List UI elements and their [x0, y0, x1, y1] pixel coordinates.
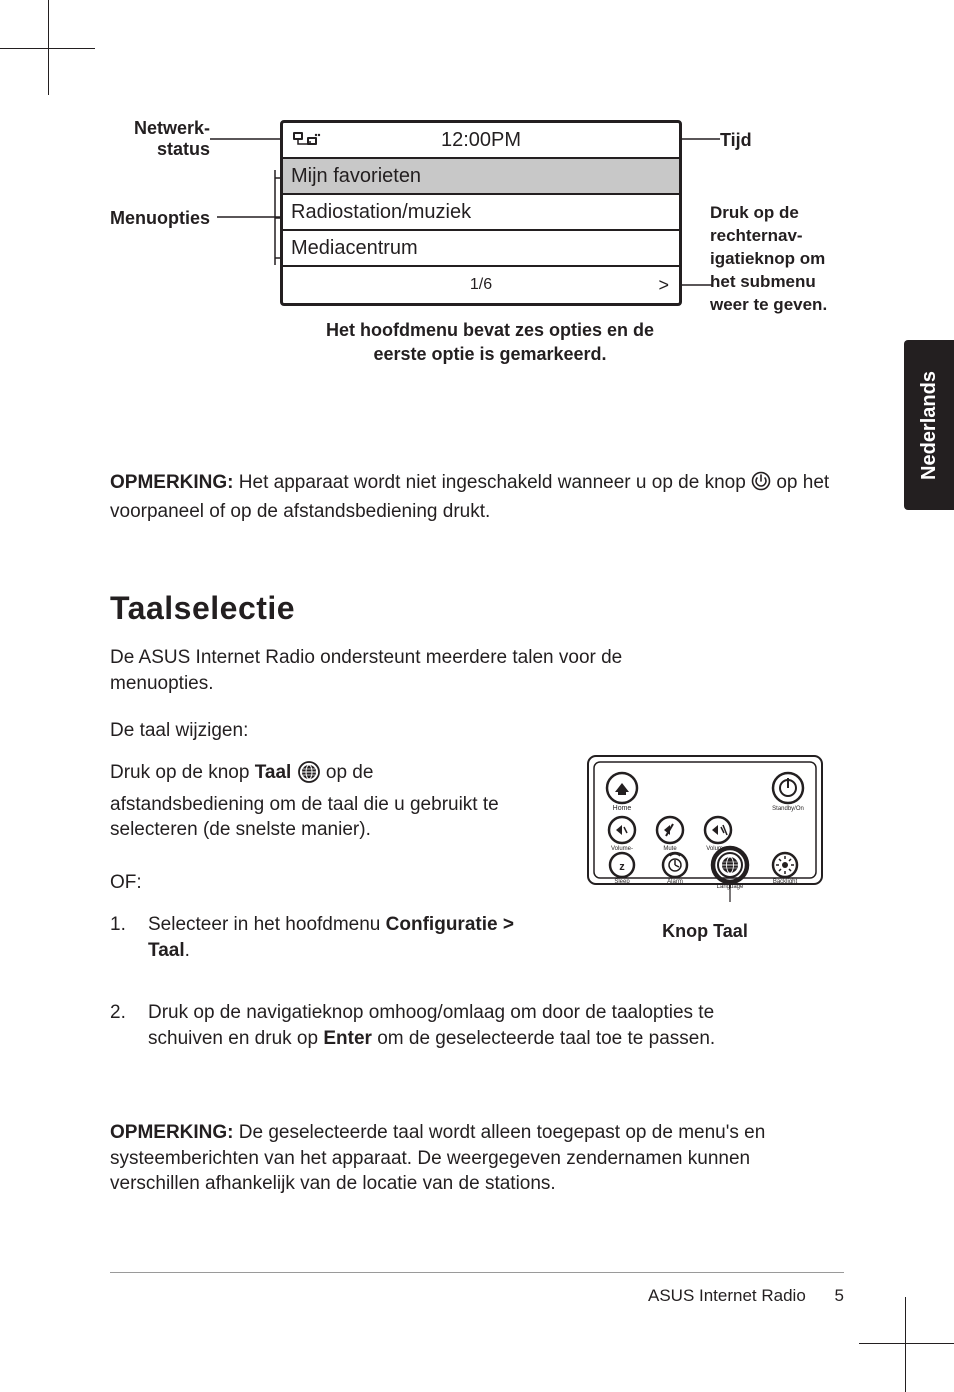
footer-divider — [110, 1272, 844, 1273]
screen-row: Radiostation/muziek — [283, 195, 679, 231]
note-body: Het apparaat wordt niet ingeschakeld wan… — [234, 472, 752, 493]
diagram: Netwerk- status Menuopties Tijd Druk op … — [110, 100, 844, 440]
language-tab: Nederlands — [904, 340, 954, 510]
remote-illustration: Home Standby/On Volume- Mute Volume+ — [580, 750, 830, 942]
svg-text:z: z — [619, 861, 625, 873]
note-prefix: OPMERKING: — [110, 1122, 234, 1143]
language-tab-label: Nederlands — [918, 371, 941, 480]
diagram-caption: Het hoofdmenu bevat zes opties en de eer… — [305, 318, 675, 367]
paragraph: Druk op de knop Taal op de afstandsbedie… — [110, 760, 530, 843]
svg-text:Backlight: Backlight — [773, 879, 798, 885]
screen-row: Mediacentrum — [283, 231, 679, 267]
power-icon — [751, 471, 771, 499]
list-number: 1. — [110, 912, 148, 938]
text: Druk op de knop — [110, 762, 255, 783]
crop-mark — [905, 1297, 906, 1392]
note-power: OPMERKING: Het apparaat wordt niet inges… — [110, 470, 844, 524]
paragraph: OF: — [110, 870, 142, 896]
crop-mark — [0, 48, 95, 49]
screen-titlebar: 12:00PM — [283, 123, 679, 159]
svg-text:Home: Home — [613, 805, 632, 812]
note-prefix: OPMERKING: — [110, 472, 234, 493]
screen-next-indicator: > — [658, 275, 669, 296]
page-number: 5 — [835, 1286, 844, 1305]
crop-mark — [859, 1343, 954, 1344]
list-item: 1.Selecteer in het hoofdmenu Configurati… — [110, 912, 530, 963]
screen-page-indicator: 1/6 — [470, 276, 492, 294]
screen-footer: 1/6 > — [283, 267, 679, 303]
svg-text:Mute: Mute — [663, 846, 677, 852]
device-screen: 12:00PM Mijn favorieten Radiostation/muz… — [280, 120, 682, 306]
label-tijd: Tijd — [720, 130, 752, 151]
paragraph: De taal wijzigen: — [110, 718, 248, 744]
svg-text:Alarm: Alarm — [667, 879, 683, 885]
text-bold: Enter — [323, 1028, 372, 1049]
svg-text:Sleep: Sleep — [614, 879, 630, 885]
text: Selecteer in het hoofdmenu — [148, 914, 386, 935]
text-bold: Taal — [255, 762, 292, 783]
list-item: 2.Druk op de navigatieknop omhoog/omlaag… — [110, 1000, 750, 1051]
leader-line — [210, 138, 290, 140]
label-rightnav: Druk op de rechternav-igatieknop om het … — [710, 202, 840, 317]
footer-text: ASUS Internet Radio — [648, 1286, 806, 1305]
text: om de geselecteerde taal toe te passen. — [372, 1028, 715, 1049]
language-icon — [297, 760, 321, 792]
note-language: OPMERKING: De geselecteerde taal wordt a… — [110, 1120, 790, 1197]
network-icon — [291, 129, 321, 149]
page-footer: ASUS Internet Radio 5 — [648, 1286, 844, 1306]
remote-caption: Knop Taal — [580, 921, 830, 942]
svg-text:Volume-: Volume- — [611, 846, 633, 852]
label-netwerkstatus: Netwerk- status — [110, 118, 210, 160]
text: . — [185, 940, 190, 961]
paragraph: De ASUS Internet Radio ondersteunt meerd… — [110, 645, 670, 696]
svg-text:Standby/On: Standby/On — [772, 806, 804, 812]
list-number: 2. — [110, 1000, 148, 1026]
screen-row-selected: Mijn favorieten — [283, 159, 679, 195]
heading-taalselectie: Taalselectie — [110, 590, 295, 627]
screen-time: 12:00PM — [441, 129, 521, 152]
label-menuopties: Menuopties — [110, 208, 210, 229]
